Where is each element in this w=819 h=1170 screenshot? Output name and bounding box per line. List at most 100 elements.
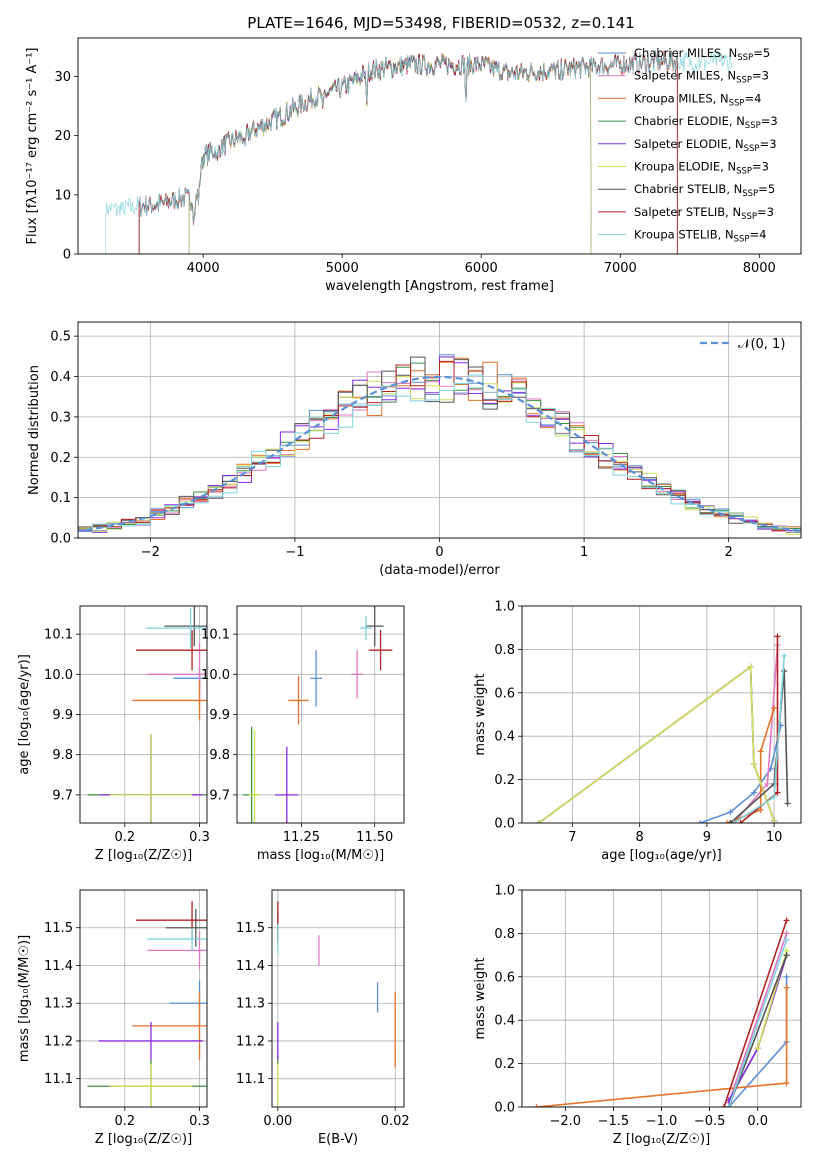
error-bars	[87, 901, 207, 1107]
axes-frame	[521, 605, 802, 824]
series-chabrier-elodie	[535, 663, 778, 823]
series-line	[729, 671, 789, 823]
series-kroupa-elodie	[535, 663, 778, 823]
y-tick-label: 9.9	[209, 708, 230, 723]
y-tick-label: 0.4	[50, 370, 71, 385]
y-tick-label: 0.8	[494, 927, 515, 942]
legend-sep: ,	[725, 205, 732, 219]
legend-n-sub: SSP	[736, 76, 752, 86]
legend-eq: =	[761, 114, 771, 128]
y-tick-label: 9.7	[52, 788, 73, 803]
x-tick-label: 4000	[187, 261, 220, 276]
legend-eq: =	[758, 182, 768, 196]
y-tick-label: 0.3	[50, 410, 71, 425]
y-tick-label: 0.6	[494, 686, 515, 701]
histograms	[78, 354, 801, 537]
legend-nssp: 5	[768, 182, 775, 196]
legend-model: Chabrier STELIB	[634, 182, 726, 196]
error-bars	[242, 606, 393, 823]
x-tick-label: 8	[636, 830, 644, 845]
y-axis-label: mass weight	[473, 673, 488, 755]
legend-model: Salpeter STELIB	[634, 205, 725, 219]
y-tick-label: 0.0	[50, 532, 71, 547]
y-tick-label: 0.5	[50, 330, 71, 345]
legend-sep: ,	[720, 160, 727, 174]
series-marker	[533, 1104, 540, 1107]
series-marker	[757, 748, 764, 755]
x-tick-label: 0.3	[189, 830, 210, 845]
legend-n: N	[727, 69, 736, 83]
legend-n-sub: SSP	[744, 144, 760, 154]
series-marker	[783, 936, 790, 943]
legend-entry: Chabrier ELODIE, NSSP=3	[634, 114, 778, 131]
figure-title: PLATE=1646, MJD=53498, FIBERID=0532, z=0…	[247, 14, 634, 32]
axes-frame	[236, 605, 405, 824]
legend-nssp: 3	[769, 137, 776, 151]
series-marker	[730, 820, 737, 823]
legend-eq: =	[753, 46, 763, 60]
legend-model: Salpeter ELODIE	[634, 137, 728, 151]
errorbar-salpeter-miles	[351, 650, 363, 699]
x-tick-label: −1	[285, 545, 304, 560]
legend-nssp: 4	[754, 91, 761, 105]
series-salpeter-elodie	[535, 663, 778, 823]
histogram-kroupa-stelib	[78, 374, 801, 533]
y-tick-label: 9.9	[52, 708, 73, 723]
legend-eq: =	[752, 69, 762, 83]
legend-sep: ,	[721, 46, 728, 60]
chart-residuals: −2 −1 0 1 2 0.0 0.1 0.2 0.3 0.4 0.5 (data-model)/er…	[27, 321, 802, 578]
x-tick-label: 8000	[743, 261, 776, 276]
legend-sep: ,	[728, 137, 735, 151]
legend-eq: =	[749, 228, 759, 242]
legend-n-sub: SSP	[737, 53, 753, 63]
y-tick-label: 10.1	[201, 628, 230, 643]
legend-entry: Chabrier MILES, NSSP=5	[634, 46, 770, 63]
y-tick-label: 0.6	[494, 970, 515, 985]
legend-model: Kroupa STELIB	[634, 228, 718, 242]
legend-n: N	[725, 228, 734, 242]
y-tick-label: 1.0	[494, 600, 515, 615]
y-tick-label: 11.2	[44, 1034, 73, 1049]
y-axis-label: Flux [fλ10⁻¹⁷ erg cm⁻² s⁻¹ A⁻¹]	[25, 48, 40, 245]
series-kroupa-stelib	[730, 652, 788, 823]
legend-n: N	[736, 114, 745, 128]
y-tick-label: 0.0	[494, 1101, 515, 1116]
axes-frame	[521, 889, 802, 1108]
series-marker	[724, 820, 731, 823]
error-bars	[277, 901, 396, 1107]
y-tick-label: 11.1	[236, 1072, 265, 1087]
series-marker	[727, 820, 734, 823]
errorbar-kroupa-miles	[288, 676, 309, 725]
series-marker	[757, 806, 764, 813]
legend-model: Kroupa MILES	[634, 91, 713, 105]
series-chabrier-miles	[697, 722, 784, 823]
series-line	[728, 933, 788, 1103]
y-tick-label: 11.4	[44, 959, 73, 974]
legend-entry: Salpeter ELODIE, NSSP=3	[634, 137, 777, 154]
series-marker	[783, 984, 790, 991]
x-tick-label: 5000	[326, 261, 359, 276]
error-bars	[87, 606, 207, 823]
chart-massweight-vs-age: 7 8 9 10 0.0 0.2 0.4 0.6 0.8 1.0 age [log₁₀(age/yr…	[473, 600, 802, 863]
y-tick-label: 9.8	[209, 748, 230, 763]
y-tick-label: 0.8	[494, 643, 515, 658]
chart-mass-vs-Z: 0.2 0.3 11.1 11.2 11.3 11.4 11.5 Z [log₁₀(Z/Z☉)…	[17, 889, 210, 1147]
chart-age-vs-mass: 11.25 11.50 9.7 9.8 9.9 10.0 10.1 mass [log₁₀(M…	[201, 605, 405, 863]
axes-frame	[79, 889, 208, 1108]
x-axis-label: wavelength [Angstrom, rest frame]	[325, 279, 554, 294]
x-tick-label: 9	[703, 830, 711, 845]
series-marker	[747, 663, 754, 670]
legend-nssp: 5	[763, 46, 770, 60]
errorbar-kroupa-elodie	[109, 1063, 193, 1107]
x-tick-label: 2	[725, 545, 733, 560]
series-kroupa-miles	[533, 984, 790, 1107]
x-axis-label: (data-model)/error	[379, 563, 500, 578]
y-tick-label: 11.1	[44, 1072, 73, 1087]
series-salpeter-stelib	[737, 633, 781, 823]
legend-entry: Kroupa MILES, NSSP=4	[634, 91, 761, 108]
series-marker	[781, 668, 788, 675]
y-tick-label: 10.0	[44, 668, 73, 683]
y-tick-label: 10.1	[44, 628, 73, 643]
series-line	[728, 939, 788, 1107]
series-line	[723, 920, 788, 1107]
